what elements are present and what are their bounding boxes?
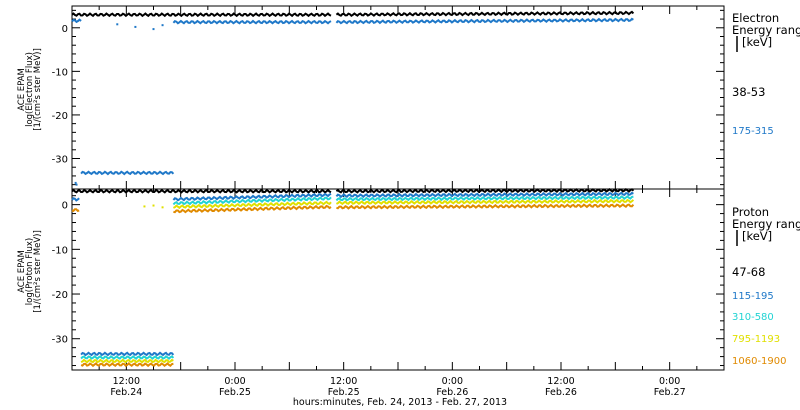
series-segment (172, 196, 332, 206)
series-115-195 (71, 191, 634, 357)
series-segment (71, 12, 332, 18)
y-tick-label: -10 (52, 245, 68, 256)
series-segment (336, 203, 635, 210)
legend-entry: 310-580 (732, 312, 774, 323)
data-point (116, 23, 119, 26)
legend-title-line: Electron (732, 11, 779, 25)
y-axis-label-line: ACE EPAM (17, 68, 27, 111)
series-segment (335, 198, 635, 206)
x-tick-label-time: 0:00 (659, 376, 680, 387)
y-tick-label: 0 (62, 201, 68, 212)
series-segment (80, 362, 174, 368)
legend-title-line: [keV] (742, 229, 772, 243)
legend-entry: 115-195 (732, 291, 774, 302)
y-tick-label: -30 (52, 155, 68, 166)
series-175-315 (71, 17, 634, 186)
series-segment (172, 200, 332, 210)
series-segment (80, 355, 175, 360)
x-tick-label-date: Feb.25 (219, 387, 251, 398)
legend-title-line: Proton (732, 205, 769, 219)
x-tick-label-time: 12:00 (330, 376, 357, 387)
x-tick-label-date: Feb.26 (436, 387, 468, 398)
series-segment (71, 18, 82, 24)
series-segment (335, 17, 634, 25)
y-tick-label: -20 (52, 290, 68, 301)
series-segment (80, 358, 174, 364)
data-point (134, 25, 137, 28)
series-segment (335, 10, 635, 17)
legend-entry: 1060-1900 (732, 356, 787, 367)
legend-entry: 175-315 (732, 126, 774, 137)
y-axis-label-line: ACE EPAM (17, 250, 27, 293)
y-axis-label-line: [1/(cm²s ster MeV)] (33, 230, 43, 313)
data-point (152, 28, 155, 31)
legend-title-line: Energy ranges (732, 217, 800, 231)
y-axis-label-line: log(Proton Flux) (25, 238, 35, 305)
data-point (152, 204, 155, 207)
series-47-68 (71, 187, 635, 194)
legend-entry: 47-68 (732, 265, 765, 279)
series-310-580 (80, 195, 634, 360)
series-segment (71, 197, 80, 202)
y-tick-label: 0 (62, 24, 68, 35)
series-segment (71, 208, 80, 213)
x-tick-label-time: 0:00 (224, 376, 245, 387)
y-axis-label-line: log(Electron Flux) (25, 52, 35, 127)
series-segment (80, 351, 175, 357)
series-segment (172, 19, 332, 25)
y-tick-label: -10 (52, 67, 68, 78)
x-tick-label-time: 12:00 (113, 376, 140, 387)
data-point (161, 24, 164, 27)
data-point (143, 205, 146, 208)
legend-title-line: Energy ranges (732, 23, 800, 37)
x-tick-label-date: Feb.25 (328, 387, 360, 398)
y-tick-label: -20 (52, 111, 68, 122)
series-795-1193 (80, 198, 635, 364)
series-38-53 (71, 10, 635, 18)
x-axis-label: hours:minutes, Feb. 24, 2013 - Feb. 27, … (293, 397, 507, 408)
y-tick-label: -30 (52, 335, 68, 346)
legend-entry: 38-53 (732, 85, 765, 99)
series-segment (173, 204, 332, 214)
y-axis-label-line: [1/(cm²s ster MeV)] (33, 48, 43, 131)
series-segment (71, 188, 332, 194)
x-tick-label-time: 12:00 (547, 376, 574, 387)
data-point (74, 181, 77, 184)
legend-title-line: [keV] (742, 35, 772, 49)
x-tick-label-date: Feb.27 (654, 387, 686, 398)
data-point (75, 183, 78, 186)
data-point (161, 206, 164, 209)
x-tick-label-time: 0:00 (442, 376, 463, 387)
series-segment (335, 195, 634, 202)
x-tick-label-date: Feb.26 (545, 387, 577, 398)
series-1060-1900 (71, 203, 635, 368)
legend-entry: 795-1193 (732, 334, 780, 345)
series-segment (335, 187, 635, 194)
x-tick-label-date: Feb.24 (110, 387, 142, 398)
series-segment (172, 192, 332, 202)
x-axis: 12:00Feb.240:00Feb.2512:00Feb.250:00Feb.… (110, 376, 685, 398)
series-segment (335, 191, 634, 199)
series-segment (80, 170, 175, 176)
